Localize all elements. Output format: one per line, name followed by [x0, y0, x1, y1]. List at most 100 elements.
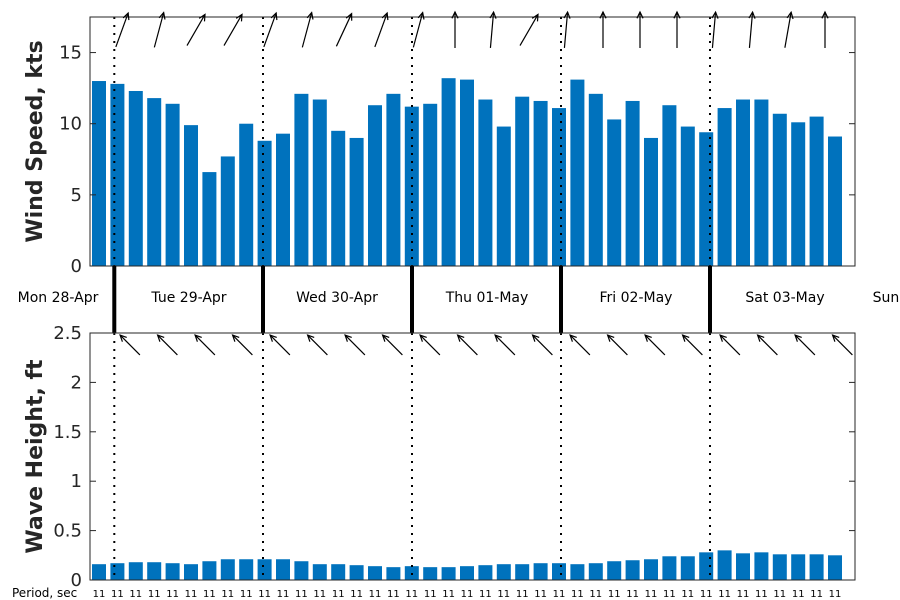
- wave-direction-arrow-shaft: [457, 334, 478, 356]
- wave-direction-arrow-shaft: [532, 334, 553, 356]
- axes-box: [89, 16, 856, 267]
- wave-direction-arrow: [306, 334, 328, 356]
- y-tick-label: 0: [71, 570, 82, 591]
- wave-direction-arrow-shaft: [194, 334, 216, 356]
- bar: [128, 562, 143, 580]
- bar: [312, 564, 327, 580]
- wind-direction-arrow-shaft: [711, 12, 717, 48]
- wave-direction-arrow-head: [494, 334, 502, 342]
- bar: [662, 556, 677, 580]
- bar: [460, 79, 474, 266]
- bar: [552, 108, 566, 266]
- wind-direction-arrow-shaft: [412, 12, 424, 48]
- bar: [496, 564, 511, 580]
- bar: [625, 100, 640, 266]
- bar: [772, 554, 787, 580]
- wind-direction-arrow-head: [599, 10, 607, 19]
- bar: [239, 123, 254, 266]
- wind-direction-arrow-shaft: [748, 12, 754, 48]
- day-label: Tue 29-Apr: [150, 290, 226, 306]
- bar: [588, 93, 603, 266]
- wind-direction-arrow-head: [531, 13, 539, 22]
- bar: [220, 156, 235, 266]
- bar: [828, 555, 842, 580]
- period-value: 11: [148, 589, 161, 600]
- wind-direction-arrow-head: [636, 10, 644, 19]
- bar: [331, 564, 346, 580]
- bar: [625, 560, 640, 580]
- bar: [312, 99, 327, 266]
- wind-direction-arrow-head: [270, 11, 278, 21]
- wind-direction-arrow: [223, 13, 243, 46]
- bar: [809, 116, 824, 266]
- wind-direction-arrow: [186, 13, 206, 46]
- bar: [294, 93, 309, 266]
- period-value: 11: [718, 589, 731, 600]
- y-tick-label: 0: [71, 256, 82, 277]
- wave-direction-arrow: [569, 334, 591, 356]
- wave-direction-arrow: [831, 334, 853, 356]
- period-value: 11: [332, 589, 345, 600]
- wave-direction-arrow-shaft: [419, 334, 441, 356]
- y-tick-label: 0.5: [53, 521, 82, 542]
- wave-direction-arrow: [794, 334, 816, 356]
- bar: [202, 561, 217, 580]
- wind-direction-arrow-head: [122, 11, 130, 21]
- period-value: 11: [516, 589, 529, 600]
- bar: [386, 93, 401, 266]
- wave-direction-arrow: [644, 334, 666, 356]
- wind-direction-arrow-shaft: [153, 12, 165, 48]
- day-label: Sun: [873, 290, 900, 306]
- wave-direction-arrow-shaft: [382, 334, 403, 356]
- wind-direction-arrow-head: [417, 11, 425, 20]
- period-value: 11: [626, 589, 639, 600]
- wave-direction-arrow: [156, 334, 178, 356]
- wind-direction-arrow-shaft: [186, 14, 206, 46]
- day-label: Mon 28-Apr: [18, 290, 99, 306]
- wind-direction-arrow-head: [198, 13, 206, 22]
- wind-direction-arrow: [115, 11, 130, 48]
- bar: [110, 563, 125, 580]
- wind-direction-arrow: [301, 11, 314, 48]
- y-axis-label: Wave Height, ft: [23, 359, 48, 554]
- wave-direction-arrow: [456, 334, 478, 356]
- y-axis-label: Wind Speed, kts: [23, 40, 48, 242]
- period-value: 11: [129, 589, 142, 600]
- wave-direction-arrow-shaft: [682, 334, 703, 356]
- wave-direction-arrow-shaft: [119, 334, 141, 356]
- wind-direction-arrow-shaft: [263, 12, 277, 48]
- day-label: Fri 02-May: [600, 290, 673, 306]
- wave-direction-arrow-shaft: [157, 334, 178, 356]
- bar: [699, 552, 714, 580]
- wave-direction-arrow-head: [419, 334, 427, 342]
- period-value: 11: [350, 589, 363, 600]
- wave-direction-arrow-head: [381, 334, 390, 342]
- wind-direction-arrow-shaft: [489, 12, 495, 48]
- wind-direction-arrow: [412, 11, 425, 48]
- period-value: 11: [645, 589, 658, 600]
- bar: [680, 556, 695, 580]
- bar: [147, 98, 162, 266]
- wave-direction-arrow: [531, 334, 553, 356]
- wind-direction-arrow-head: [748, 10, 756, 19]
- period-value: 11: [553, 589, 566, 600]
- bar: [515, 96, 530, 267]
- period-value: 11: [479, 589, 492, 600]
- wind-direction-arrow: [335, 12, 353, 47]
- bar: [349, 137, 364, 266]
- day-label: Sat 03-May: [745, 290, 824, 306]
- bar: [184, 125, 198, 266]
- bar: [368, 566, 382, 580]
- bar: [736, 99, 750, 266]
- wind-direction-arrow-shaft: [301, 12, 313, 48]
- bar: [92, 564, 106, 580]
- wind-direction-arrow: [563, 10, 571, 48]
- wind-direction-arrow-head: [563, 10, 571, 19]
- wave-direction-arrow-shaft: [719, 334, 741, 356]
- bar: [588, 563, 603, 580]
- period-value: 11: [534, 589, 547, 600]
- bar: [92, 81, 106, 267]
- bar: [239, 559, 254, 580]
- wind-direction-arrow-head: [451, 10, 459, 19]
